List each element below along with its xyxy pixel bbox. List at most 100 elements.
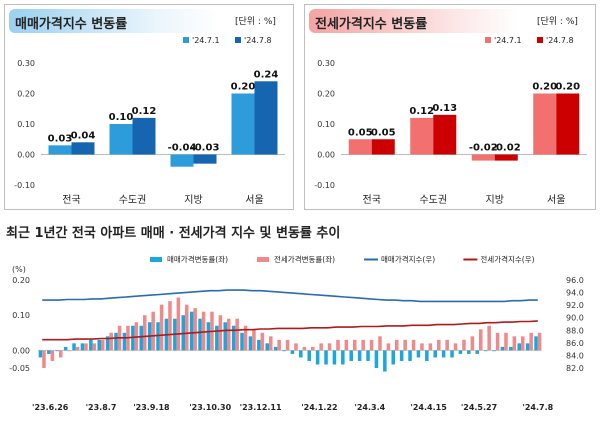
jeonse-data-label: 0.20 <box>555 82 580 93</box>
jeonse-change-unit: [단위 : %] <box>537 17 578 27</box>
sale-bar <box>48 145 72 155</box>
trend-sale-change-bar <box>307 350 311 361</box>
trend-jeonse-change-bar <box>437 339 441 351</box>
trend-sale-change-bar <box>509 346 513 351</box>
trend-sale-change-bar <box>366 350 370 361</box>
trend-sale-change-bar <box>467 350 471 354</box>
trend-sale-change-bar <box>315 350 320 365</box>
jeonse-category-label: 수도권 <box>419 194 447 206</box>
trend-jeonse-change-bar <box>227 318 231 351</box>
trend-jeonse-change-bar <box>243 325 248 351</box>
trend-right-ytick: 94.0 <box>566 289 584 298</box>
trend-jeonse-change-bar <box>361 339 365 351</box>
trend-sale-change-bar <box>290 350 295 354</box>
trend-xtick: '23.9.18 <box>133 403 170 412</box>
sale-legend-label: '24.7.8 <box>244 36 272 45</box>
trend-sale-change-bar <box>80 343 85 351</box>
trend-xtick: '24.1.22 <box>301 403 337 412</box>
sale-ytick: 0.00 <box>17 151 35 160</box>
trend-jeonse-change-bar <box>311 346 315 351</box>
trend-jeonse-change-bar <box>487 325 491 351</box>
trend-xtick: '23.10.30 <box>189 403 231 412</box>
trend-sale-change-bar <box>458 350 463 354</box>
trend-sale-change-bar <box>97 339 101 351</box>
trend-right-ytick: 92.0 <box>566 301 584 310</box>
sale-category-label: 전국 <box>62 194 80 206</box>
trend-jeonse-change-bar <box>42 350 46 368</box>
trend-jeonse-change-bar <box>479 329 483 351</box>
trend-section-title: 최근 1년간 전국 아파트 매매 · 전세가격 지수 및 변동률 추이 <box>6 226 341 241</box>
trend-jeonse-change-bar <box>353 339 357 351</box>
trend-left-ytick: -0.05 <box>9 364 30 373</box>
trend-sale-change-bar <box>492 350 496 352</box>
trend-jeonse-change-bar <box>151 311 155 351</box>
trend-jeonse-change-bar <box>109 332 113 351</box>
jeonse-ytick: 0.00 <box>317 151 335 160</box>
jeonse-ytick: 0.10 <box>317 120 335 129</box>
sale-category-label: 수도권 <box>119 194 147 206</box>
trend-sale-change-bar <box>399 350 404 361</box>
trend-jeonse-change-bar <box>420 343 424 351</box>
trend-xtick: '23.8.7 <box>86 403 117 412</box>
jeonse-data-label: 0.05 <box>348 127 373 138</box>
sale-data-label: 0.03 <box>48 133 73 144</box>
sale-data-label: 0.04 <box>71 130 96 141</box>
trend-jeonse-change-bar <box>75 346 80 351</box>
sale-data-label: 0.12 <box>132 106 157 117</box>
sale-bar <box>71 142 95 155</box>
trend-jeonse-change-bar <box>445 339 449 351</box>
jeonse-bar <box>471 154 495 161</box>
trend-sale-change-bar <box>525 343 530 351</box>
trend-jeonse-index-line <box>42 320 538 341</box>
trend-sale-change-bar <box>425 350 429 361</box>
sale-bar <box>231 93 255 155</box>
trend-xtick: '24.5.27 <box>461 403 497 412</box>
trend-xtick: '24.4.15 <box>410 403 447 412</box>
trend-jeonse-change-bar <box>269 336 273 351</box>
jeonse-data-label: -0.02 <box>492 143 521 154</box>
trend-jeonse-change-bar <box>395 339 399 351</box>
trend-jeonse-change-bar <box>411 339 416 351</box>
trend-sale-change-bar <box>215 325 219 351</box>
trend-sale-change-bar <box>324 350 328 365</box>
trend-jeonse-change-bar <box>168 301 172 351</box>
sale-data-label: 0.24 <box>254 69 279 80</box>
jeonse-bar <box>371 139 395 155</box>
trend-right-ytick: 82.0 <box>566 364 584 373</box>
trend-jeonse-change-bar <box>386 343 391 351</box>
jeonse-data-label: 0.05 <box>371 127 396 138</box>
trend-sale-change-bar <box>248 336 253 351</box>
trend-sale-change-bar <box>63 346 68 351</box>
sale-bar <box>132 117 156 155</box>
sale-change-title: 매매가격지수 변동률 <box>15 17 128 32</box>
jeonse-bar <box>494 154 518 161</box>
trend-sale-change-bar <box>122 332 127 351</box>
trend-jeonse-change-bar <box>344 339 349 351</box>
sale-ytick: 0.10 <box>17 120 35 129</box>
trend-sale-change-bar <box>38 350 43 358</box>
trend-sale-change-bar <box>206 322 211 351</box>
trend-xtick: '24.3.4 <box>354 403 385 412</box>
trend-sale-change-bar <box>299 350 303 358</box>
jeonse-change-title-bar: 전세가격지수 변동률 <box>309 9 519 33</box>
trend-jeonse-change-bar <box>403 339 407 351</box>
trend-jeonse-change-bar <box>59 350 63 358</box>
sale-bar <box>170 154 194 167</box>
sale-data-label: 0.10 <box>109 112 134 123</box>
trend-sale-change-bar <box>139 325 143 351</box>
sale-legend-swatch <box>235 37 241 43</box>
trend-jeonse-change-bar <box>470 336 475 351</box>
trend-sale-change-bar <box>240 332 244 351</box>
jeonse-data-label: 0.12 <box>409 106 434 117</box>
trend-sale-change-bar <box>282 350 286 352</box>
trend-sale-change-bar <box>105 336 110 351</box>
jeonse-data-label: -0.02 <box>469 143 498 154</box>
trend-combo-chart: (%) 매매가격변동률(좌) 전세가격변동률(좌) 매매가격지수(우) 전세가격지수(우… <box>9 254 584 412</box>
sale-ytick: 0.20 <box>17 90 35 99</box>
trend-sale-change-bar <box>72 343 76 351</box>
trend-jeonse-change-bar <box>495 332 500 351</box>
trend-jeonse-change-bar <box>84 343 88 351</box>
trend-sale-change-bar <box>341 350 345 365</box>
trend-sale-change-bar <box>89 339 93 351</box>
trend-sale-change-bar <box>349 350 353 361</box>
